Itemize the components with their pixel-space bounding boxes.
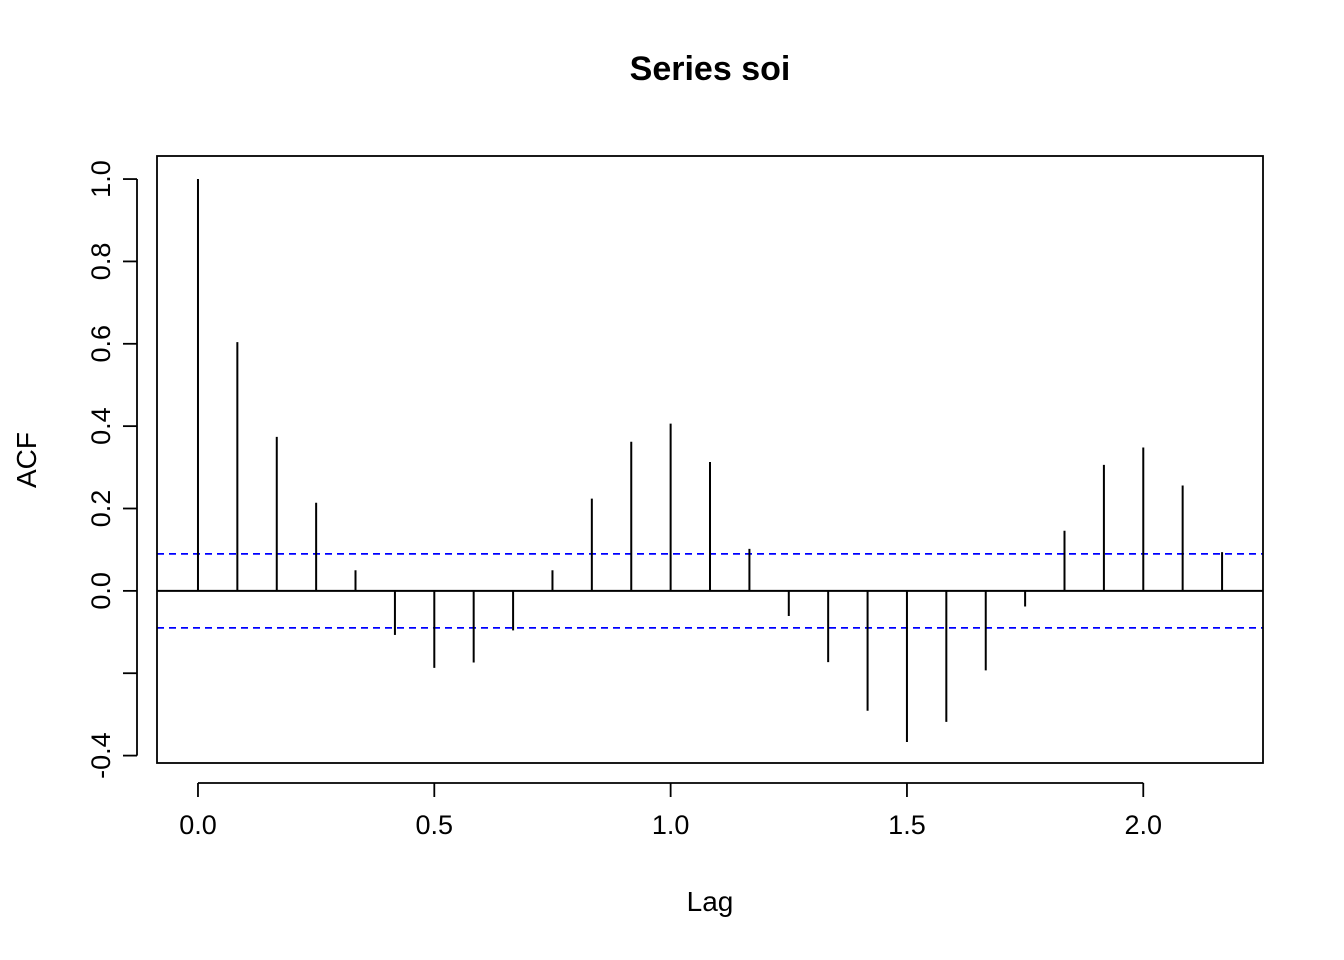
x-tick-label: 1.0 <box>652 810 690 840</box>
x-tick-label: 0.5 <box>416 810 454 840</box>
y-axis-label: ACF <box>11 432 42 488</box>
y-tick-label: 0.0 <box>86 572 116 610</box>
y-tick-label: -0.4 <box>86 732 116 779</box>
y-tick-label: 0.8 <box>86 243 116 281</box>
plot-area <box>157 179 1263 742</box>
x-axis-label: Lag <box>687 886 734 917</box>
x-tick-label: 1.5 <box>888 810 926 840</box>
chart-title: Series soi <box>630 50 791 88</box>
x-axis: 0.0 0.5 1.0 1.5 2.0 <box>179 782 1163 840</box>
plot-frame <box>156 155 1264 764</box>
y-tick-label: 0.2 <box>86 490 116 528</box>
y-tick-label: 0.6 <box>86 325 116 363</box>
y-tick-label: 1.0 <box>86 160 116 198</box>
x-tick-label: 0.0 <box>179 810 217 840</box>
y-axis: -0.4 0.0 0.2 0.4 0.6 0.8 1.0 <box>86 160 138 779</box>
x-tick-label: 2.0 <box>1125 810 1163 840</box>
y-tick-label: 0.4 <box>86 407 116 445</box>
